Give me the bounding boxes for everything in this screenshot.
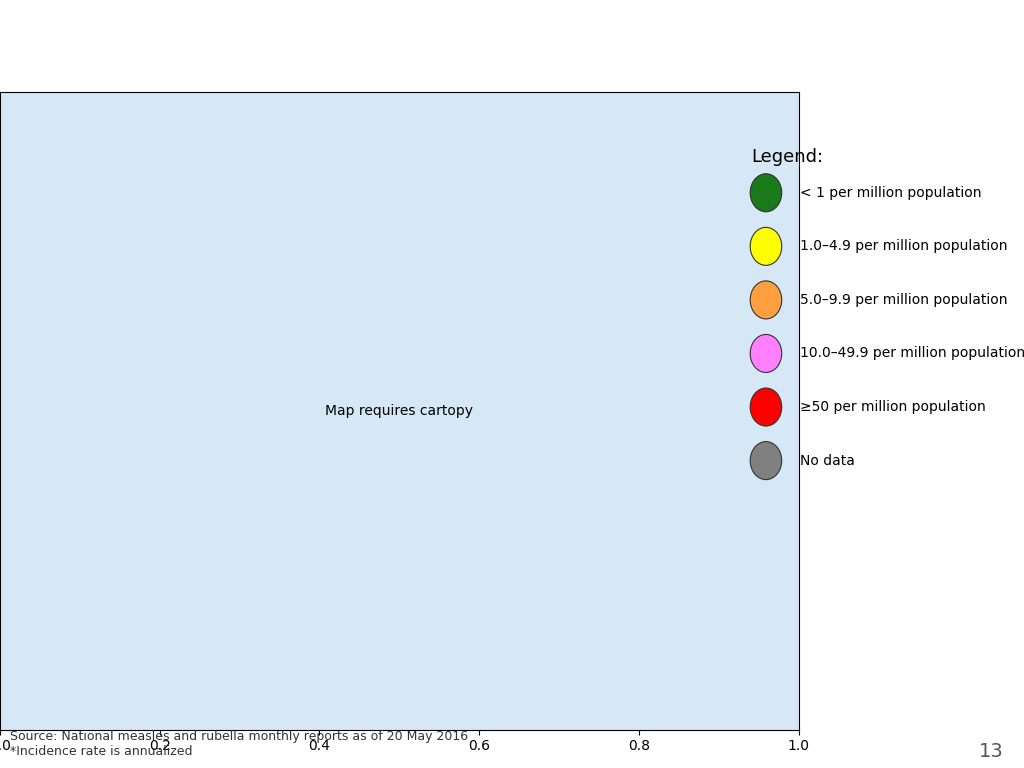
Text: Rubella incidence rate, WPRO, 2016: Rubella incidence rate, WPRO, 2016 [118, 27, 906, 65]
Text: 1.0–4.9 per million population: 1.0–4.9 per million population [801, 240, 1008, 253]
Circle shape [751, 388, 781, 426]
Circle shape [751, 174, 781, 212]
Text: 10.0–49.9 per million population: 10.0–49.9 per million population [801, 346, 1024, 360]
Text: ≥50 per million population: ≥50 per million population [801, 400, 986, 414]
Circle shape [751, 442, 781, 479]
Text: < 1 per million population: < 1 per million population [801, 186, 982, 200]
Text: 5.0–9.9 per million population: 5.0–9.9 per million population [801, 293, 1008, 307]
Circle shape [751, 227, 781, 266]
Text: Legend:: Legend: [752, 147, 823, 166]
Circle shape [751, 281, 781, 319]
Text: 13: 13 [979, 743, 1004, 761]
Circle shape [751, 335, 781, 372]
Text: No data: No data [801, 454, 855, 468]
Text: Map requires cartopy: Map requires cartopy [326, 404, 473, 418]
Text: Source: National measles and rubella monthly reports as of 20 May 2016
*Incidenc: Source: National measles and rubella mon… [10, 730, 468, 758]
